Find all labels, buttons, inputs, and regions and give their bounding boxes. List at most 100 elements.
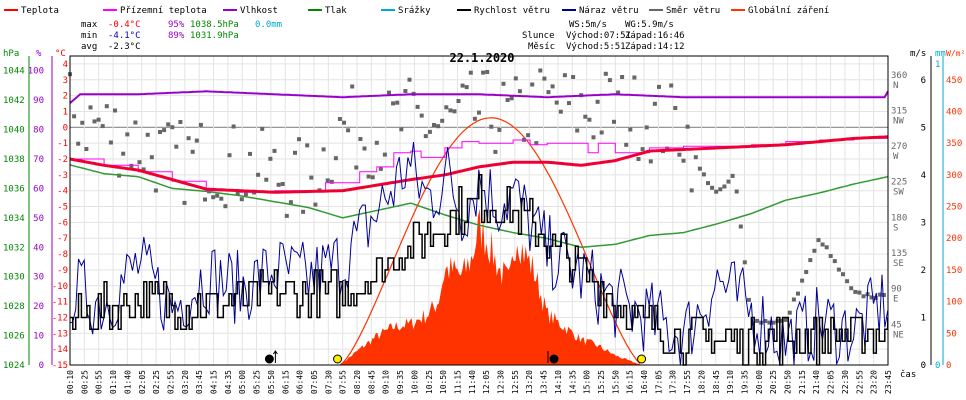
wind-direction-point (321, 147, 326, 152)
wind-direction-point (399, 127, 404, 132)
legend-label: Směr větru (666, 6, 720, 16)
hpa-tick-label: 1040 (3, 126, 25, 136)
sunset-marker (637, 354, 647, 364)
time-tick-label: 15:00 (583, 370, 592, 394)
wind-direction-point (211, 195, 216, 200)
stats-moonset: Západ:14:12 (625, 42, 685, 52)
time-tick-label: 17:55 (683, 370, 692, 394)
wind-direction-point (669, 83, 674, 88)
wind-direction-point (333, 156, 338, 161)
time-tick-label: 23:20 (870, 370, 879, 394)
wind-direction-point (403, 89, 408, 93)
wind-direction-point (804, 270, 809, 274)
wind-direction-point (808, 258, 813, 263)
time-tick-label: 12:55 (511, 370, 520, 394)
wind-tick-label: 2 (921, 266, 926, 276)
hpa-tick-label: 1028 (3, 302, 25, 312)
wind-direction-point (346, 128, 351, 133)
time-tick-label: 02:05 (138, 370, 147, 394)
pct-tick-label: 10 (33, 332, 44, 342)
wind-direction-point (771, 320, 776, 325)
time-tick-label: 03:45 (195, 370, 204, 394)
wind-direction-point (648, 159, 653, 164)
time-tick-label: 08:45 (367, 370, 376, 394)
wind-direction-point (681, 158, 686, 163)
wind-tick-label: 5 (921, 123, 926, 133)
wind-direction-point (481, 70, 486, 75)
time-tick-label: 18:45 (712, 370, 721, 394)
time-tick-label: 11:40 (468, 370, 477, 394)
wind-direction-point (640, 147, 645, 152)
wind-direction-point (460, 83, 465, 88)
wind-direction-point (121, 151, 126, 156)
wind-direction-point (133, 120, 138, 125)
wind-direction-point (849, 286, 854, 291)
wind-direction-point (861, 294, 866, 299)
temp-tick-label: -13 (52, 329, 68, 339)
stats-moonrise: Východ:5:51 (566, 42, 626, 52)
time-tick-label: 20:25 (769, 370, 778, 394)
wind-tick-label: 1 (921, 313, 926, 323)
wind-direction-point (366, 174, 371, 179)
wind-direction-point (820, 242, 825, 247)
radiation-tick-label: 400 (946, 107, 962, 117)
wind-direction-point (501, 81, 506, 86)
wind-direction-point (444, 105, 449, 110)
sunrise-marker (333, 354, 343, 364)
wind-direction-point (440, 118, 445, 123)
wind-direction-point (407, 77, 412, 82)
plot-frame (69, 55, 889, 366)
time-tick-label: 15:25 (597, 370, 606, 394)
pct-tick-label: 20 (33, 302, 44, 312)
wind-direction-point (877, 292, 882, 297)
temp-tick-label: 4 (63, 60, 68, 70)
legend-label: Rychlost větru (474, 6, 550, 16)
direction-name-label: W (893, 152, 899, 162)
wind-direction-point (616, 90, 621, 95)
wind-direction-point (313, 202, 318, 207)
stats-min-label: min (81, 31, 97, 41)
wind-direction-point (763, 319, 768, 323)
wind-direction-point (714, 189, 719, 194)
wind-direction-point (513, 76, 518, 81)
legend: Teplota Přízemní teplota Vlhkost Tlak Srážky… (4, 6, 829, 16)
stats-wind-speed: WS:5m/s (569, 20, 607, 30)
wind-direction-point (673, 106, 678, 110)
wind-direction-point (137, 160, 142, 165)
direction-name-label: NW (893, 116, 904, 126)
wind-direction-point (305, 143, 310, 148)
wind-direction-point (853, 289, 858, 294)
direction-name-label: SW (893, 188, 904, 198)
temp-tick-label: 1 (63, 107, 68, 117)
wind-direction-point (84, 147, 89, 151)
stats-moon-label: Měsíc (528, 42, 555, 52)
wind-tick-label: 4 (921, 171, 926, 181)
wind-direction-point (636, 157, 641, 161)
wind-direction-point (284, 213, 289, 218)
time-tick-label: 22:55 (855, 370, 864, 394)
wind-direction-point (297, 137, 301, 142)
legend-label: Přízemní teplota (120, 6, 207, 16)
time-tick-label: 00:25 (80, 370, 89, 394)
wind-direction-point (550, 84, 555, 89)
wind-direction-point (530, 82, 535, 87)
wind-direction-point (497, 127, 502, 132)
time-tick-label: 04:15 (210, 370, 219, 394)
stats-min-temp: -4.1°C (108, 31, 141, 41)
mm-axis-title: mm (935, 49, 946, 59)
time-tick-label: 12:30 (497, 370, 506, 394)
wind-direction-point (256, 172, 261, 177)
wind-direction-point (652, 101, 657, 106)
direction-tick-label: 180 (891, 213, 907, 223)
time-tick-label: 07:05 (310, 370, 319, 394)
direction-name-label: S (893, 223, 898, 233)
wind-direction-point (881, 293, 886, 297)
direction-tick-label: 315 (891, 106, 907, 116)
wind-direction-point (477, 110, 481, 115)
clearsky-line (339, 117, 641, 366)
wind-direction-point (599, 130, 604, 135)
legend-label: Teplota (21, 6, 59, 16)
temp-tick-label: 0 (63, 123, 68, 133)
wind-direction-point (215, 193, 220, 198)
hpa-tick-label: 1034 (3, 214, 25, 224)
